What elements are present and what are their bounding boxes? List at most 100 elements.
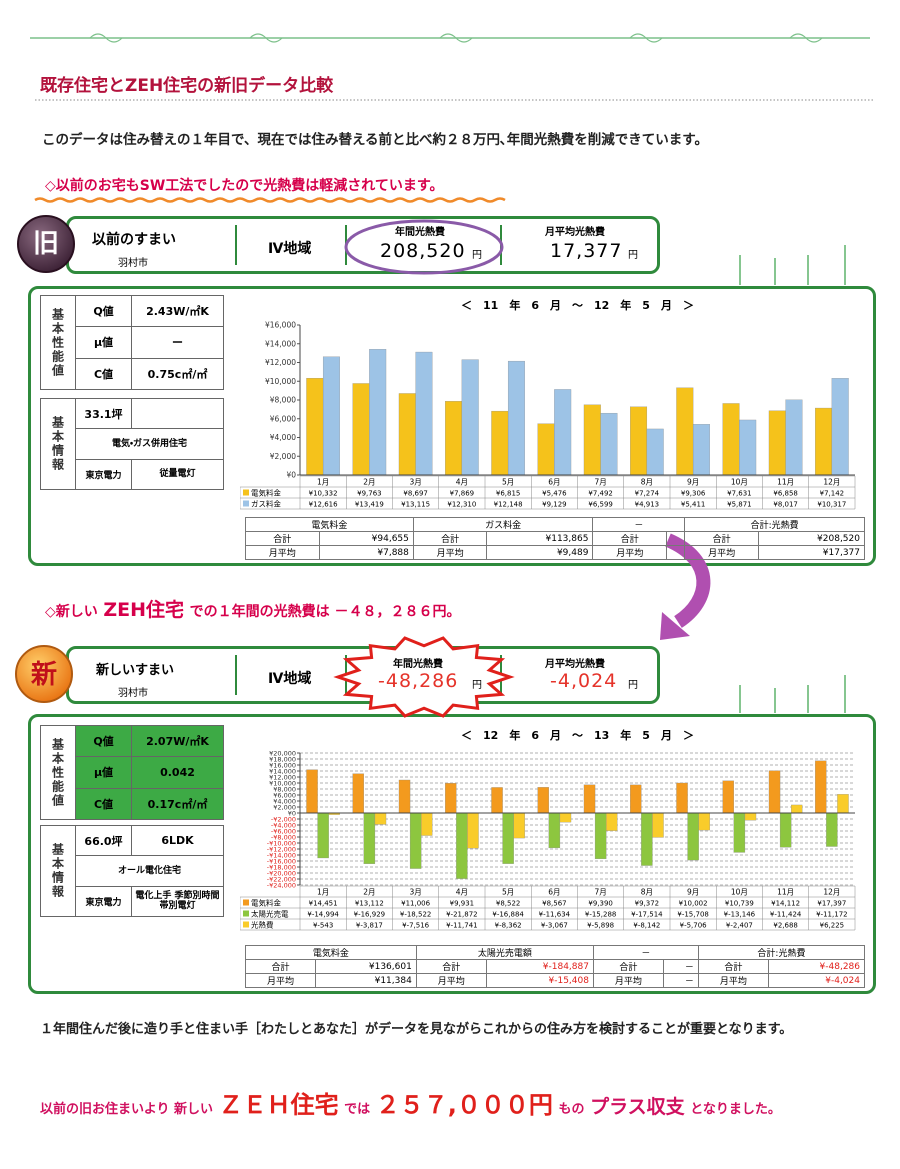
x-tick-label: 5月 <box>502 478 514 487</box>
value-label: ¥7,142 <box>820 490 845 498</box>
y-tick-label: -¥6,000 <box>271 828 296 836</box>
value-label: ¥7,274 <box>635 490 660 498</box>
bar <box>548 812 561 849</box>
bar <box>779 812 792 848</box>
summary-cell: 合計 <box>245 531 320 546</box>
rows: Q値 2.07W/㎡K μ値 0.042 C値 0.17c㎡/㎡ <box>76 726 223 819</box>
path <box>629 33 663 43</box>
value-label: ¥-14,994 <box>307 911 339 919</box>
polygon <box>333 636 515 718</box>
x-tick-label: 4月 <box>456 888 468 897</box>
y-tick-label: ¥10,000 <box>265 377 296 386</box>
perf-panel: 基本性能値 Q値 2.43W/㎡K μ値 ー C値 0.75c㎡/㎡ <box>40 295 224 390</box>
v <box>132 399 223 428</box>
w: オール電化住宅 <box>117 865 181 876</box>
value-label: ¥13,112 <box>355 900 384 908</box>
rows: 33.1坪 電気・ガス併用住宅 東京電力 従量電灯 <box>76 399 223 489</box>
rows: Q値 2.43W/㎡K μ値 ー C値 0.75c㎡/㎡ <box>76 296 223 389</box>
legend-label: 電気料金 <box>251 488 281 498</box>
y-tick-label: ¥14,000 <box>265 339 296 348</box>
y-tick-label: ¥4,000 <box>273 798 296 806</box>
v: 6LDK <box>161 834 194 848</box>
r: オール電化住宅 <box>76 856 223 887</box>
value-label: ¥-543 <box>313 922 333 930</box>
summary-cell: ¥-15,408 <box>485 973 594 988</box>
x-tick-label: 12月 <box>823 478 840 487</box>
tr: 電気料金 太陽光売電額－合計:光熱費 <box>245 945 866 960</box>
y-tick-label: ¥8,000 <box>270 396 296 405</box>
chart-title: ＜ 12 年 6 月 ～ 13 年 5 月 ＞ <box>461 728 694 742</box>
x-tick-label: 9月 <box>687 478 699 487</box>
summary-cell: ¥94,655 <box>318 531 414 546</box>
conclusion: 以前の旧お住まいより 新しい ＺＥＨ住宅 では ２５７,０００円 もの プラス収… <box>40 1085 781 1120</box>
bar <box>837 794 849 814</box>
abs: Ⅳ地域 <box>268 671 312 687</box>
r: C値 0.75c㎡/㎡ <box>76 358 223 389</box>
summary-cell: 合計 <box>412 531 488 546</box>
r: Q値 2.07W/㎡K <box>76 726 223 758</box>
circle <box>17 215 75 273</box>
bar <box>687 812 699 861</box>
x-tick-label: 6月 <box>548 888 560 897</box>
bar <box>692 424 710 476</box>
value-label: ¥17,397 <box>817 900 846 908</box>
abs: 208,520 <box>380 240 466 262</box>
value-label: ¥-8,142 <box>633 922 660 930</box>
bar <box>537 423 555 476</box>
bar <box>583 784 596 814</box>
bar <box>815 760 827 814</box>
bar <box>374 812 387 825</box>
value-label: ¥7,492 <box>588 490 613 498</box>
summary-header: 合計:光熱費 <box>684 517 865 532</box>
summary-cell: ¥-4,024 <box>767 973 866 988</box>
summary-header: 合計:光熱費 <box>697 945 866 960</box>
y-tick-label: -¥12,000 <box>267 846 296 854</box>
bar <box>594 812 607 860</box>
summary-cell: 合計 <box>684 531 759 546</box>
abs: 月平均光熱費 <box>545 227 605 238</box>
r: 東京電力 従量電灯 <box>76 459 223 489</box>
bar <box>415 351 433 476</box>
vl: 基本情報 <box>41 826 76 916</box>
summary-header: 電気料金 <box>245 945 417 960</box>
value-label: ¥12,148 <box>494 501 523 509</box>
value-label: ¥5,476 <box>542 490 567 498</box>
summary-cell: 合計 <box>245 959 316 974</box>
summary-cell: ¥208,520 <box>757 531 866 546</box>
span: となりました。 <box>690 1102 781 1117</box>
y-tick-label: ¥8,000 <box>273 786 296 794</box>
value-label: ¥8,567 <box>542 900 567 908</box>
value-label: ¥-3,067 <box>541 922 568 930</box>
sep <box>235 655 237 695</box>
bar <box>502 812 514 864</box>
bar <box>554 389 572 476</box>
r: μ値 0.042 <box>76 757 223 789</box>
info-panel: 基本情報 33.1坪 電気・ガス併用住宅 東京電力 従量電灯 <box>40 398 224 490</box>
bar <box>733 812 746 853</box>
value-label: ¥9,390 <box>588 900 613 908</box>
y-tick-label: -¥8,000 <box>271 834 296 842</box>
bar <box>461 359 479 476</box>
x-tick-label: 11月 <box>777 888 794 897</box>
vl: 基本性能値 <box>41 296 76 389</box>
bar <box>606 812 618 831</box>
value-label: ¥-16,929 <box>354 911 385 919</box>
k: 東京電力 <box>76 459 132 489</box>
summary-header: 太陽光売電額 <box>415 945 594 960</box>
value-label: ¥-11,634 <box>539 911 571 919</box>
value-label: ¥13,419 <box>355 501 384 509</box>
value-label: ¥12,310 <box>447 501 476 509</box>
g <box>89 33 823 43</box>
bar <box>537 787 549 814</box>
x-tick-label: 6月 <box>548 478 560 487</box>
k: Q値 <box>76 726 132 757</box>
abs: -48,286 <box>378 670 459 692</box>
bar <box>676 387 694 476</box>
bar <box>445 401 463 476</box>
bar <box>363 812 376 864</box>
y-tick-label: ¥6,000 <box>273 792 296 800</box>
chart: ＜ 12 年 6 月 ～ 13 年 5 月 ＞ ¥20,000¥18,000¥16… <box>240 728 856 931</box>
bar <box>739 419 757 476</box>
y-tick-label: ¥6,000 <box>270 414 296 423</box>
